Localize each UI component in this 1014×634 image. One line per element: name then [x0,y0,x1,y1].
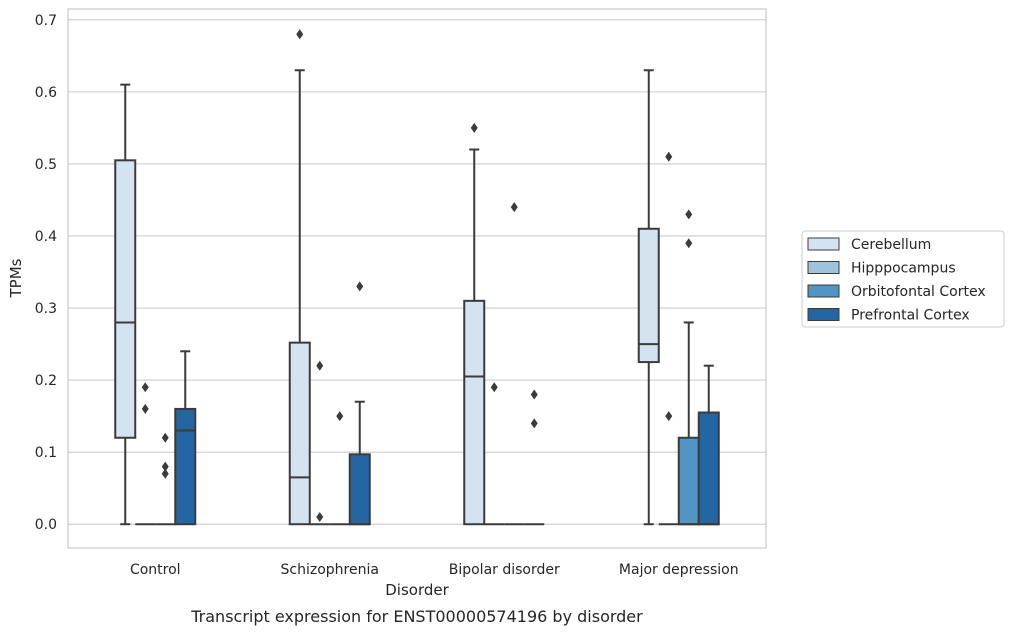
outlier-point [510,202,518,213]
series-0 [114,29,660,526]
outlier-point [665,411,673,422]
box-body [348,453,371,526]
box [155,432,176,526]
outlier-point [356,281,364,292]
outlier-point [685,238,693,249]
box-body [637,227,660,364]
y-tick-label: 0.1 [35,445,57,461]
plot-area-frame [67,8,767,549]
y-tick-label: 0.6 [35,85,57,101]
box [329,411,350,526]
legend-swatch [807,284,840,298]
box [114,83,137,526]
series-3 [174,281,720,526]
outlier-point [316,360,324,371]
box [658,151,679,526]
y-tick-label: 0.5 [35,157,57,173]
box-body [288,341,311,526]
outlier-point [141,382,149,393]
outlier-point [316,512,324,523]
y-tick-label: 0.0 [35,517,57,533]
x-tick-label: Schizophrenia [281,562,379,578]
outlier-point [161,468,169,479]
x-tick-label: Control [130,562,181,578]
box [135,382,156,526]
legend-label: Hipppocampus [851,261,956,277]
box [348,281,371,526]
y-tick-label: 0.3 [35,301,57,317]
legend: Cerebellum Hipppocampus Orbitofontal Corte… [801,230,1005,328]
box-body [463,299,486,526]
x-tick-label: Major depression [619,562,739,578]
legend-frame [801,230,1005,328]
legend-swatch [807,237,840,251]
box [463,122,486,526]
chart-caption: Transcript expression for ENST0000057419… [190,607,643,626]
outlier-point [530,389,538,400]
legend-swatch [807,308,840,321]
box [524,389,545,526]
box [309,360,330,526]
box [288,29,311,526]
outlier-point [490,382,498,393]
legend-label: Prefrontal Cortex [851,308,970,324]
box [637,69,660,526]
outlier-point [296,29,304,40]
box [697,364,720,526]
box-body [114,159,137,439]
box-series [114,29,720,526]
legend-label: Orbitofontal Cortex [851,284,986,300]
box [677,209,700,526]
outlier-point [470,122,478,133]
box [174,350,197,526]
y-axis-label: TPMs [7,258,25,298]
y-tick-label: 0.2 [35,373,57,389]
legend-label: Cerebellum [851,237,931,253]
legend-swatch [807,261,840,274]
series-2 [155,202,700,526]
x-tick-label: Bipolar disorder [449,562,560,578]
box [484,382,505,526]
box-body [174,407,197,526]
outlier-point [665,151,673,162]
y-tick-label: 0.4 [35,229,57,245]
outlier-point [530,418,538,429]
outlier-point [336,411,344,422]
outlier-point [141,403,149,414]
outlier-point [161,461,169,472]
series-1 [135,151,679,526]
box [504,202,525,526]
outlier-point [685,209,693,220]
x-tick-labels: Control Schizophrenia Bipolar disorder Majo… [130,562,739,578]
y-tick-label: 0.7 [35,13,57,29]
box-body [697,411,720,526]
y-tick-labels: 0.0 0.1 0.2 0.3 0.4 0.5 0.6 0.7 [35,13,57,533]
box-body [677,436,700,526]
x-axis-label: Disorder [385,581,449,599]
outlier-point [161,432,169,443]
